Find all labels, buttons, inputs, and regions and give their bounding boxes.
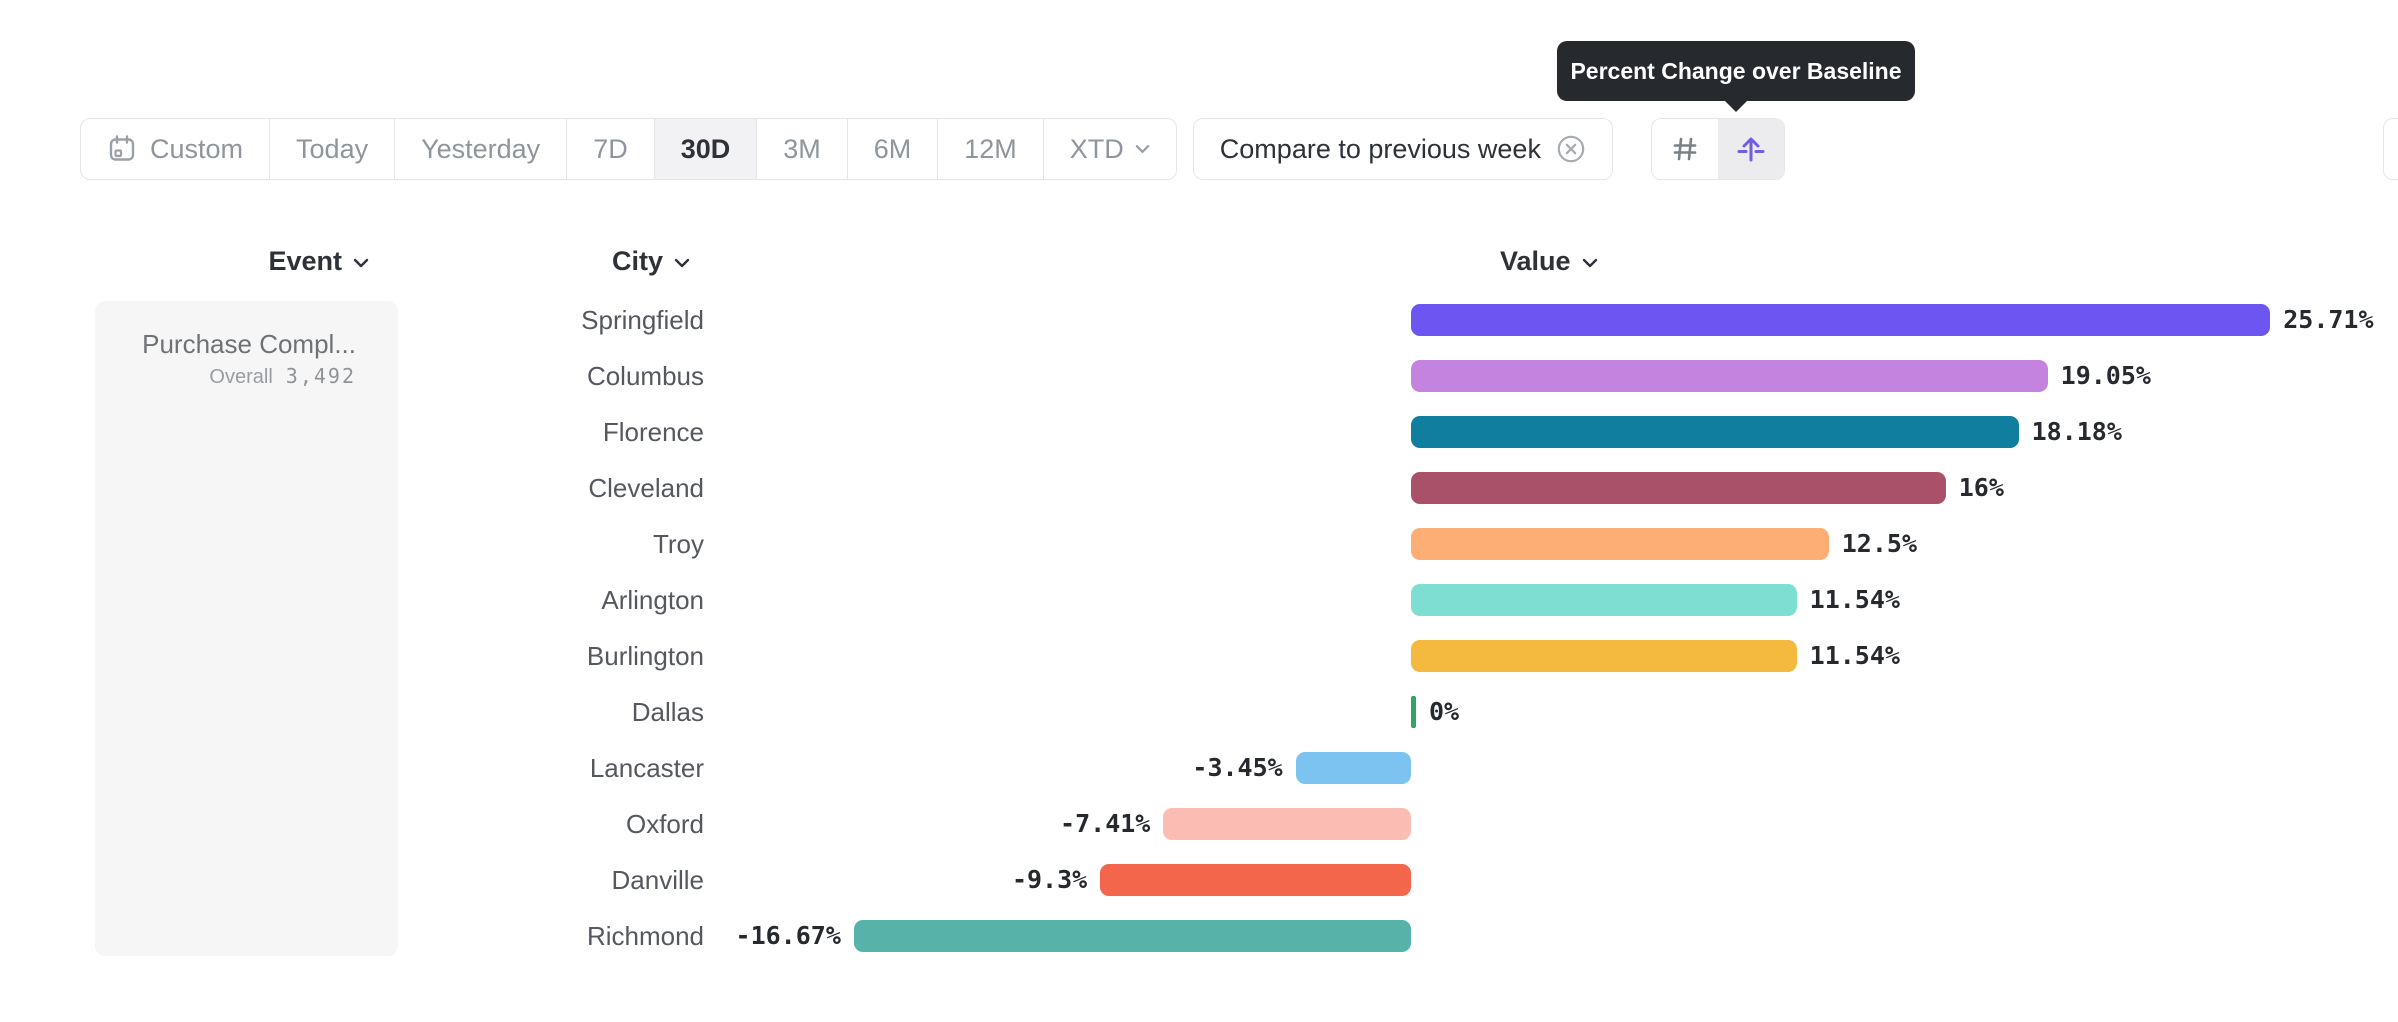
chevron-down-icon [1582,258,1598,268]
date-range-label: 30D [680,133,731,164]
date-range-label: 6M [873,133,912,164]
city-label[interactable]: Richmond [586,921,704,951]
date-range-button-today[interactable]: Today [269,119,394,179]
chart-row: Lancaster -3.45% [0,740,2398,796]
chevron-down-icon [1135,144,1150,154]
bar[interactable] [1295,752,1411,784]
chart-row: Columbus 19.05% [0,348,2398,404]
city-label[interactable]: Lancaster [589,753,704,783]
city-label[interactable]: Springfield [581,305,704,335]
chart-row: Arlington 11.54% [0,572,2398,628]
date-range-button-3m[interactable]: 3M [756,119,847,179]
date-range-label: Yesterday [421,133,541,164]
chart-row: Florence 18.18% [0,404,2398,460]
city-label[interactable]: Oxford [625,809,704,839]
tooltip-text: Percent Change over Baseline [1570,57,1902,84]
bar[interactable] [1411,696,1416,728]
bar-value-label: -9.3% [1011,865,1088,894]
city-label[interactable]: Burlington [586,641,704,671]
bar-value-label: -7.41% [1060,809,1151,838]
bar[interactable] [1411,416,2019,448]
chart-row: Dallas 0% [0,684,2398,740]
compare-filter-label: Compare to previous week [1219,133,1541,164]
chart-row: Richmond -16.67% [0,908,2398,964]
baseline-arrow-icon [1735,133,1767,165]
date-range-label: Today [296,133,369,164]
date-range-button-30d[interactable]: 30D [653,119,757,179]
date-range-label: 3M [783,133,821,164]
bar[interactable] [1411,584,1797,616]
date-range-button-custom[interactable]: Custom [81,119,269,179]
bar-value-label: 18.18% [2031,417,2122,446]
column-header-value[interactable]: Value [1500,246,1598,277]
date-range-label: 12M [964,133,1017,164]
date-range-button-12m[interactable]: 12M [937,119,1043,179]
bar[interactable] [1411,304,2271,336]
date-range-label: Custom [150,133,244,164]
calendar-icon [107,134,137,164]
compare-filter-button[interactable]: Compare to previous week [1192,118,1613,180]
event-overall: Overall 3,492 [115,364,356,389]
bar-value-label: 0% [1429,697,1460,726]
date-range-button-xtd[interactable]: XTD [1042,119,1176,179]
chart-row: Springfield 25.71% [0,292,2398,348]
city-label[interactable]: Cleveland [588,473,704,503]
date-range-button-yesterday[interactable]: Yesterday [394,119,566,179]
chart-row: Cleveland 16% [0,460,2398,516]
bar-chart: Springfield 25.71% Columbus 19.05% Flore… [0,292,2398,964]
city-label[interactable]: Troy [652,529,704,559]
bar[interactable] [1411,640,1797,672]
overall-value: 3,492 [285,364,356,388]
percent-change-toggle[interactable] [1717,119,1784,179]
chevron-down-icon [353,258,369,268]
city-label[interactable]: Danville [611,865,705,895]
bar-value-label: -3.45% [1192,753,1283,782]
bar[interactable] [1411,528,1829,560]
value-display-toggle [1650,118,1785,180]
bar[interactable] [853,920,1411,952]
date-range-button-6m[interactable]: 6M [846,119,938,179]
hash-icon [1669,133,1701,165]
bar[interactable] [1411,472,1946,504]
event-title: Purchase Compl... [142,329,356,359]
date-range-label: 7D [593,133,628,164]
chevron-down-icon [674,258,690,268]
city-label[interactable]: Dallas [631,697,704,727]
bar-value-label: -16.67% [735,921,841,950]
absolute-numbers-toggle[interactable] [1652,119,1718,179]
column-header-city[interactable]: City [612,246,690,277]
bar-value-label: 11.54% [1809,585,1900,614]
bar-value-label: 16% [1958,473,2004,502]
column-header-city-label: City [611,246,663,276]
date-range-selector: Custom Today Yesterday 7D 30D 3M 6M 12M … [80,118,1177,180]
column-header-event[interactable]: Event [268,246,369,277]
bar[interactable] [1411,360,2048,392]
bar-value-label: 12.5% [1841,529,1918,558]
column-header-value-label: Value [1500,246,1571,276]
event-card[interactable]: Purchase Compl... Overall 3,492 [95,301,398,956]
circle-x-icon[interactable] [1556,134,1586,164]
chart-row: Danville -9.3% [0,852,2398,908]
overall-label: Overall [209,366,273,388]
chart-row: Burlington 11.54% [0,628,2398,684]
city-label[interactable]: Columbus [586,361,704,391]
city-label[interactable]: Arlington [601,585,704,615]
bar[interactable] [1100,864,1411,896]
date-range-button-7d[interactable]: 7D [566,119,654,179]
column-header-event-label: Event [268,246,342,276]
chart-row: Oxford -7.41% [0,796,2398,852]
bar[interactable] [1163,808,1411,840]
toolbar: Custom Today Yesterday 7D 30D 3M 6M 12M … [80,118,1785,180]
bar-value-label: 25.71% [2283,305,2374,334]
bar-value-label: 11.54% [1809,641,1900,670]
date-range-label: XTD [1069,133,1124,164]
clipped-toolbar-button[interactable] [2383,118,2398,180]
tooltip: Percent Change over Baseline [1557,41,1915,101]
chart-row: Troy 12.5% [0,516,2398,572]
bar-value-label: 19.05% [2060,361,2151,390]
city-label[interactable]: Florence [602,417,704,447]
